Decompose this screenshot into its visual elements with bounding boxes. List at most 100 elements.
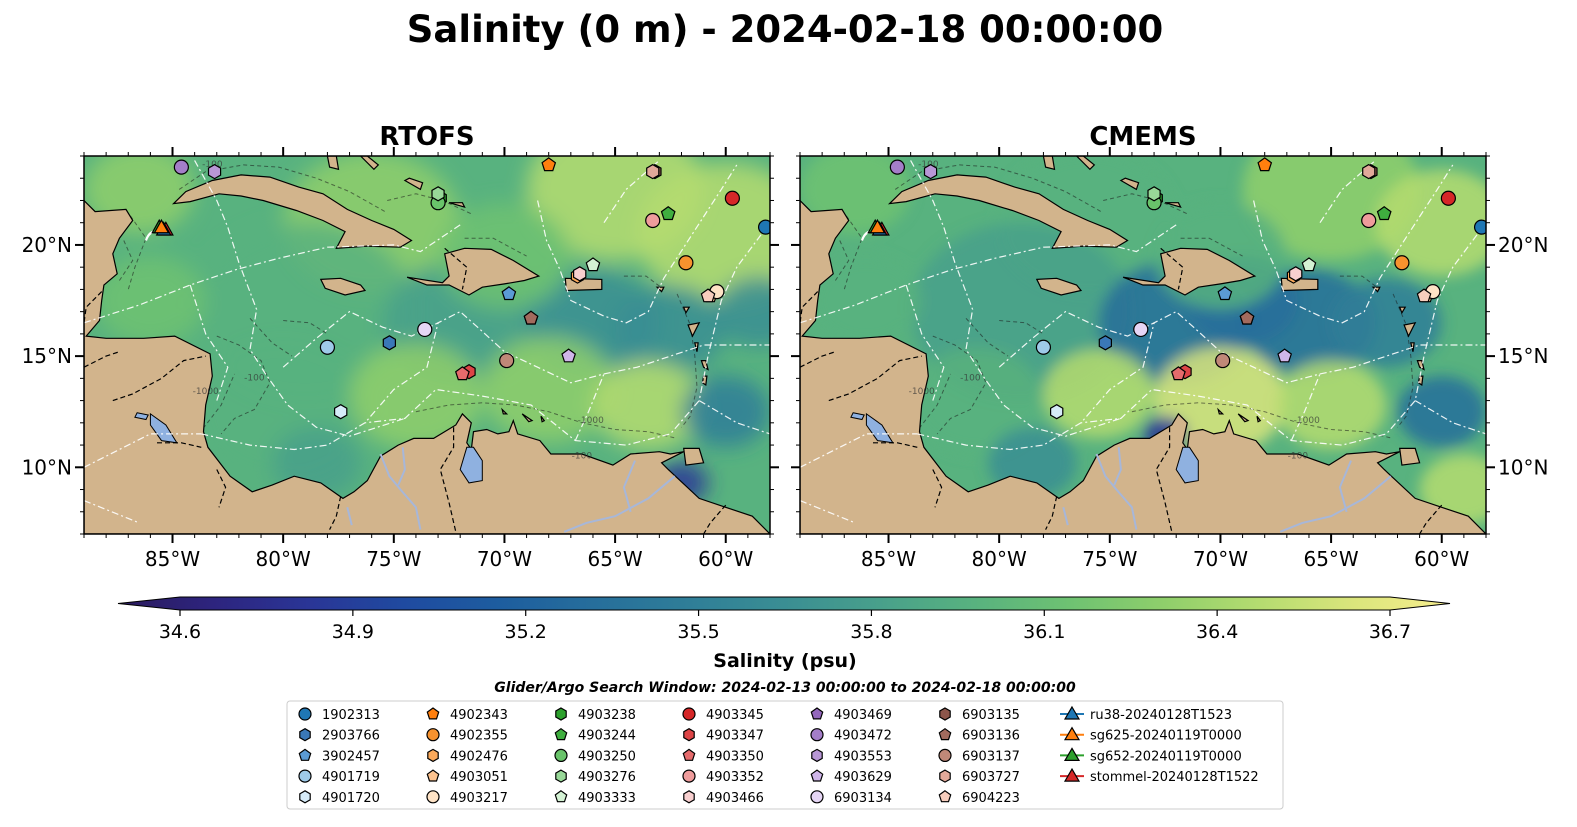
argo-marker-4903333	[1301, 257, 1317, 272]
contour-label: -100	[1288, 451, 1309, 461]
legend-pentagon-marker	[554, 727, 568, 741]
legend-triangle-marker	[1063, 767, 1081, 782]
colorbar-tick-label: 34.9	[332, 621, 374, 643]
bathymetry-contour	[178, 164, 386, 213]
river	[1338, 460, 1352, 513]
legend-circle-marker	[426, 790, 440, 804]
legend-label: sg625-20240119T0000	[1090, 729, 1242, 744]
contour-label: -100	[918, 160, 939, 170]
land-isl-7	[521, 413, 534, 423]
legend-item-4903217: 4903217	[426, 790, 508, 806]
legend-frame	[286, 700, 1284, 810]
legend-item-4903333: 4903333	[554, 790, 636, 806]
legend-item-4903352: 4903352	[682, 769, 764, 785]
argo-marker-4903276	[431, 186, 445, 202]
bathymetry-contour	[894, 164, 1102, 213]
argo-marker-6903727	[646, 163, 660, 180]
argo-marker-4903629	[1277, 348, 1293, 363]
bathymetry-contour	[843, 215, 863, 290]
legend-pentagon-marker	[810, 769, 824, 782]
argo-marker-6903727	[1362, 163, 1376, 180]
x-tick-label: 70°W	[477, 547, 532, 571]
lake-nicaragua	[149, 412, 178, 444]
platform-markers	[144, 157, 770, 420]
argo-marker-2903766	[1098, 335, 1113, 351]
bathymetry-contour	[1392, 293, 1414, 428]
x-tick-label: 80°W	[256, 547, 311, 571]
argo-marker-4901720	[1049, 404, 1064, 420]
legend-hexagon-marker	[939, 769, 951, 783]
legend-item-2903766: 2903766	[299, 728, 380, 744]
legend-label: 4902476	[450, 749, 508, 764]
x-tick-label: 65°W	[1303, 547, 1358, 571]
panel-rtofs: RTOFS -100 -100 -1000 -1000 -100 85°W 80°W 75°W 7…	[22, 122, 779, 571]
legend-pentagon-marker	[298, 748, 312, 761]
legend-label: 6903135	[962, 708, 1020, 723]
argo-marker-4903350	[1170, 366, 1186, 381]
x-tick-label: 85°W	[861, 547, 916, 571]
argo-marker-4903345	[724, 190, 740, 206]
search-window-label: Glider/Argo Search Window: 2024-02-13 00…	[494, 680, 1076, 696]
river	[397, 447, 406, 486]
land-isl-2	[1417, 375, 1424, 387]
colorbar-tick-label: 35.8	[850, 621, 892, 643]
legend-label: 4902343	[450, 708, 508, 723]
legend-hexagon-marker	[299, 728, 311, 742]
legend-pentagon-marker	[554, 790, 568, 803]
legend-pentagon-marker	[810, 707, 824, 720]
bathymetry-contour	[1103, 193, 1188, 215]
argo-marker-4903352	[1361, 212, 1377, 229]
argo-marker-6903136	[1239, 310, 1255, 325]
platform-markers	[860, 157, 1486, 420]
river	[622, 460, 636, 513]
eez-line	[1080, 222, 1486, 446]
legend-label: ru38-20240128T1523	[1090, 708, 1232, 723]
legend-item-4903244: 4903244	[554, 727, 636, 744]
contour-label: -1000	[909, 387, 935, 397]
panel-title: CMEMS	[1089, 122, 1196, 152]
country-border	[444, 247, 468, 290]
colorbar-bar	[117, 596, 1451, 611]
eez-line	[800, 433, 918, 468]
argo-marker-4903472	[889, 159, 905, 175]
legend-label: 6903137	[962, 749, 1020, 764]
argo-marker-4903472	[173, 159, 189, 175]
legend-item-4903345: 4903345	[682, 707, 764, 723]
argo-marker-1902313	[757, 219, 770, 235]
land-bahamas3	[403, 177, 424, 191]
x-tick-label: 60°W	[1414, 547, 1469, 571]
salinity-patch	[1275, 360, 1387, 450]
argo-marker-4902355	[678, 255, 694, 271]
legend-item-4903347: 4903347	[683, 728, 764, 744]
glider-marker-sg625	[869, 218, 886, 234]
legend-label: 4903629	[834, 770, 892, 785]
colorbar-tick-label: 34.6	[159, 621, 201, 643]
argo-marker-4901719	[1035, 339, 1052, 355]
eez-line	[800, 500, 856, 524]
bathymetry-contour	[127, 215, 147, 290]
contour-label: -100	[202, 160, 223, 170]
legend-label: stommel-20240128T1522	[1090, 770, 1259, 785]
land-hispaniola	[406, 247, 541, 296]
salinity-patch	[615, 284, 726, 374]
legend-hexagon-marker	[555, 707, 567, 721]
colorbar-label: Salinity (psu)	[713, 650, 856, 672]
salinity-patch	[714, 276, 770, 348]
legend-item-4903238: 4903238	[555, 707, 636, 723]
argo-marker-4903350	[454, 366, 470, 381]
legend-label: 4901719	[322, 770, 380, 785]
legend-item-stommel-20240128T1522: stommel-20240128T1522	[1060, 767, 1259, 785]
legend-item-6903727: 6903727	[939, 769, 1020, 785]
legend-hexagon-marker	[811, 748, 823, 763]
land-isl-5	[1398, 306, 1407, 315]
colorbar-tick-label: 36.4	[1196, 621, 1238, 643]
argo-marker-4903244	[1376, 206, 1392, 221]
figure-title: Salinity (0 m) - 2024-02-18 00:00:00	[407, 8, 1163, 51]
land-bahamas3	[1119, 177, 1140, 191]
river	[346, 507, 353, 526]
bathymetry-contour	[387, 193, 472, 215]
argo-marker-4901719	[319, 339, 336, 355]
eez-line	[194, 160, 406, 437]
y-tick-label: 10°N	[1498, 455, 1548, 479]
argo-marker-4903345	[1440, 190, 1456, 206]
